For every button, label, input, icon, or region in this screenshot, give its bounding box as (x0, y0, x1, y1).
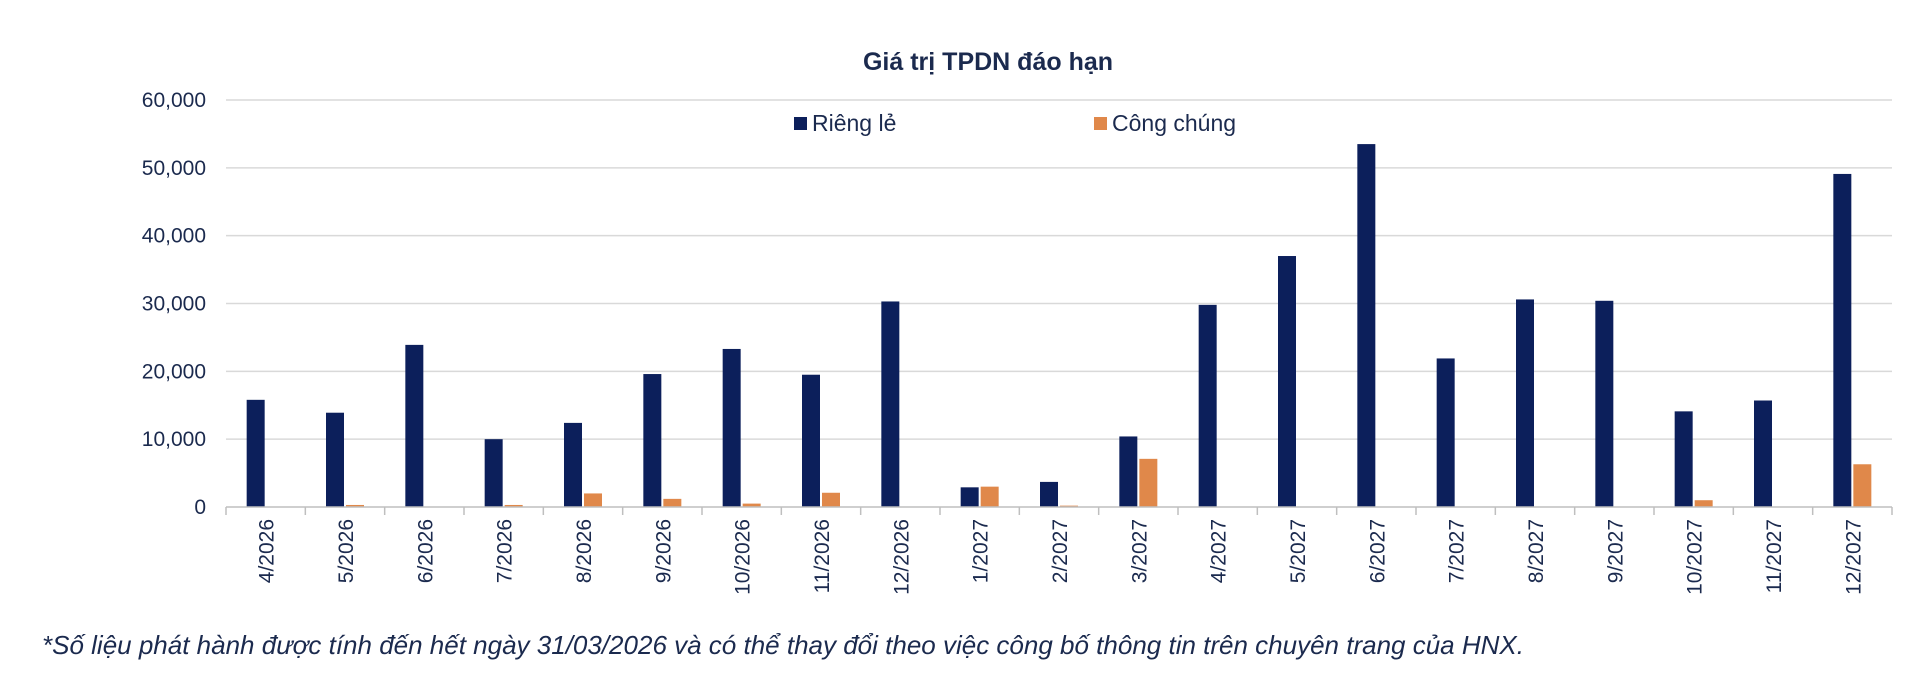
x-tick-label: 1/2027 (970, 519, 993, 583)
y-tick-label: 10,000 (142, 428, 206, 451)
bar-rieng-le (722, 348, 741, 507)
x-tick-label: 4/2027 (1208, 519, 1231, 583)
bar-rieng-le (246, 399, 265, 507)
x-tick-label: 6/2027 (1366, 519, 1389, 583)
y-tick-label: 60,000 (142, 89, 206, 112)
bar-rieng-le (881, 301, 900, 507)
x-tick-label: 5/2026 (335, 519, 358, 583)
bar-rieng-le (564, 422, 582, 507)
bar-rieng-le (960, 487, 979, 507)
legend-swatch (1094, 117, 1107, 130)
x-tick-label: 12/2027 (1842, 519, 1865, 595)
legend-label: Riêng lẻ (812, 110, 896, 136)
x-tick-label: 11/2026 (811, 519, 834, 593)
bar-rieng-le (802, 374, 820, 507)
bar-cong-chung (980, 486, 999, 507)
x-tick-label: 10/2027 (1684, 519, 1707, 595)
x-tick-label: 5/2027 (1287, 519, 1310, 583)
gridlines (226, 99, 1892, 440)
legend: Riêng lẻ Công chúng (794, 110, 1236, 136)
bar-cong-chung (346, 504, 364, 507)
bar-rieng-le (1119, 436, 1138, 507)
bar-rieng-le (1516, 299, 1534, 507)
bar-cong-chung (584, 493, 602, 507)
footnote: *Số liệu phát hành được tính đến hết ngà… (42, 630, 1524, 660)
x-tick-label: 8/2026 (573, 519, 596, 583)
chart-title: Giá trị TPDN đáo hạn (863, 48, 1113, 76)
x-tick-label: 7/2027 (1446, 519, 1469, 583)
x-axis-ticks: 4/2026 5/2026 6/2026 7/2026 8/2026 9/2026 10/2… (225, 507, 1893, 595)
bar-cong-chung (1139, 458, 1158, 507)
y-tick-label: 0 (194, 496, 206, 519)
bar-rieng-le (405, 344, 424, 507)
bar-rieng-le (326, 412, 344, 507)
bar-cong-chung (742, 503, 761, 507)
x-tick-label: 10/2026 (732, 519, 755, 595)
legend-swatch (794, 117, 807, 130)
bar-rieng-le (1357, 144, 1376, 507)
bar-cong-chung (1853, 464, 1872, 507)
x-tick-label: 8/2027 (1525, 519, 1548, 583)
y-tick-label: 50,000 (142, 157, 206, 180)
x-tick-label: 6/2026 (414, 519, 437, 583)
y-tick-label: 20,000 (142, 360, 206, 383)
bars (246, 144, 1872, 507)
x-tick-label: 2/2027 (1049, 519, 1072, 583)
x-tick-label: 12/2026 (890, 519, 913, 595)
bar-cong-chung (663, 498, 682, 507)
bar-rieng-le (643, 374, 662, 507)
bar-rieng-le (1674, 411, 1693, 507)
y-tick-label: 30,000 (142, 293, 206, 316)
bar-rieng-le (1595, 300, 1614, 507)
x-tick-label: 3/2027 (1128, 519, 1151, 583)
x-tick-label: 4/2026 (256, 519, 279, 583)
x-tick-label: 7/2026 (494, 519, 517, 583)
bar-rieng-le (1754, 400, 1772, 507)
x-tick-label: 11/2027 (1763, 519, 1786, 593)
bar-rieng-le (1278, 256, 1296, 507)
bar-rieng-le (1436, 358, 1455, 507)
legend-label: Công chúng (1112, 110, 1236, 136)
x-tick-label: 9/2026 (652, 519, 675, 583)
bar-cong-chung (504, 504, 523, 507)
bar-rieng-le (484, 439, 503, 507)
x-tick-label: 9/2027 (1604, 519, 1627, 583)
bar-cong-chung (822, 492, 840, 507)
bar-cong-chung (1694, 500, 1713, 507)
bar-rieng-le (1833, 173, 1852, 507)
bar-rieng-le (1040, 481, 1058, 507)
y-tick-label: 40,000 (142, 225, 206, 248)
bar-rieng-le (1198, 304, 1217, 507)
y-axis-ticks: 0 10,000 20,000 30,000 40,000 50,000 60,000 (142, 89, 206, 519)
